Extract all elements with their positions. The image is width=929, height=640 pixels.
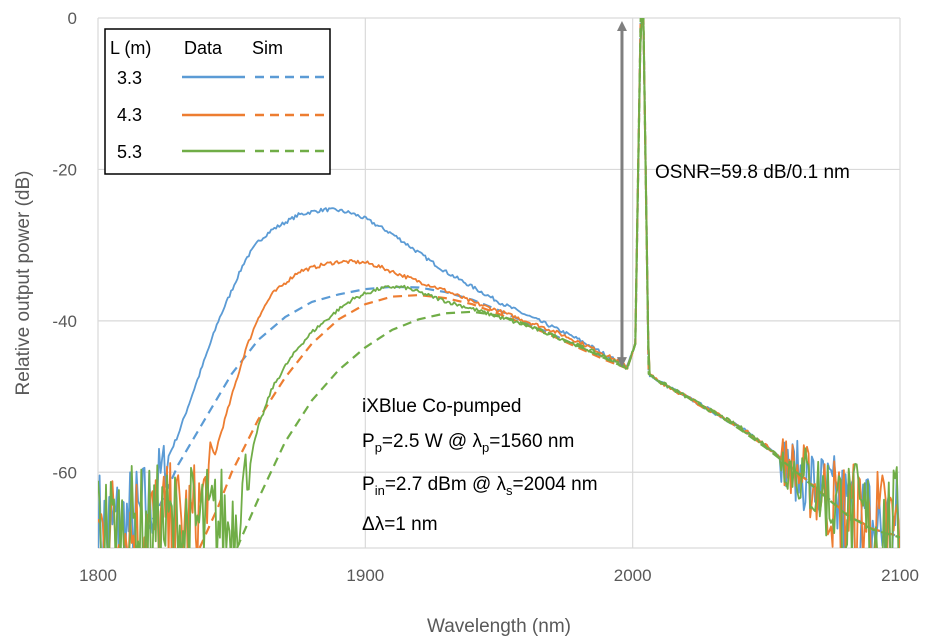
y-tick-label: -20 (52, 160, 77, 179)
y-axis-title: Relative output power (dB) (13, 171, 34, 396)
x-tick-label: 1800 (79, 566, 117, 585)
y-tick-label: -40 (52, 312, 77, 331)
legend-label-3-3: 3.3 (117, 68, 142, 88)
series-5-3-sim (235, 18, 900, 548)
legend-header-sim: Sim (252, 38, 283, 58)
legend-header-data: Data (184, 38, 223, 58)
osnr-label: OSNR=59.8 dB/0.1 nm (655, 162, 850, 183)
y-tick-label: 0 (68, 9, 77, 28)
y-tick-label: -60 (52, 463, 77, 482)
x-tick-labels: 1800 1900 2000 2100 (79, 566, 919, 585)
x-axis-title: Wavelength (nm) (427, 616, 571, 637)
series-4-3-data (98, 18, 900, 548)
series-4-3-sim (198, 18, 900, 548)
legend-header-length: L (m) (110, 38, 151, 58)
x-tick-label: 2000 (614, 566, 652, 585)
annotation-line-2: Pp=2.5 W @ λp=1560 nm (362, 431, 574, 455)
annotation-line-3: Pin=2.7 dBm @ λs=2004 nm (362, 474, 598, 498)
legend-label-5-3: 5.3 (117, 142, 142, 162)
x-tick-label: 2100 (881, 566, 919, 585)
annotation-line-4: Δλ=1 nm (362, 514, 438, 535)
legend: L (m) Data Sim 3.3 4.3 5.3 (104, 28, 331, 175)
y-tick-labels: 0 -20 -40 -60 (52, 9, 77, 482)
series-layer (98, 18, 900, 548)
x-tick-label: 1900 (346, 566, 384, 585)
annotation-line-1: iXBlue Co-pumped (362, 396, 521, 417)
legend-label-4-3: 4.3 (117, 105, 142, 125)
